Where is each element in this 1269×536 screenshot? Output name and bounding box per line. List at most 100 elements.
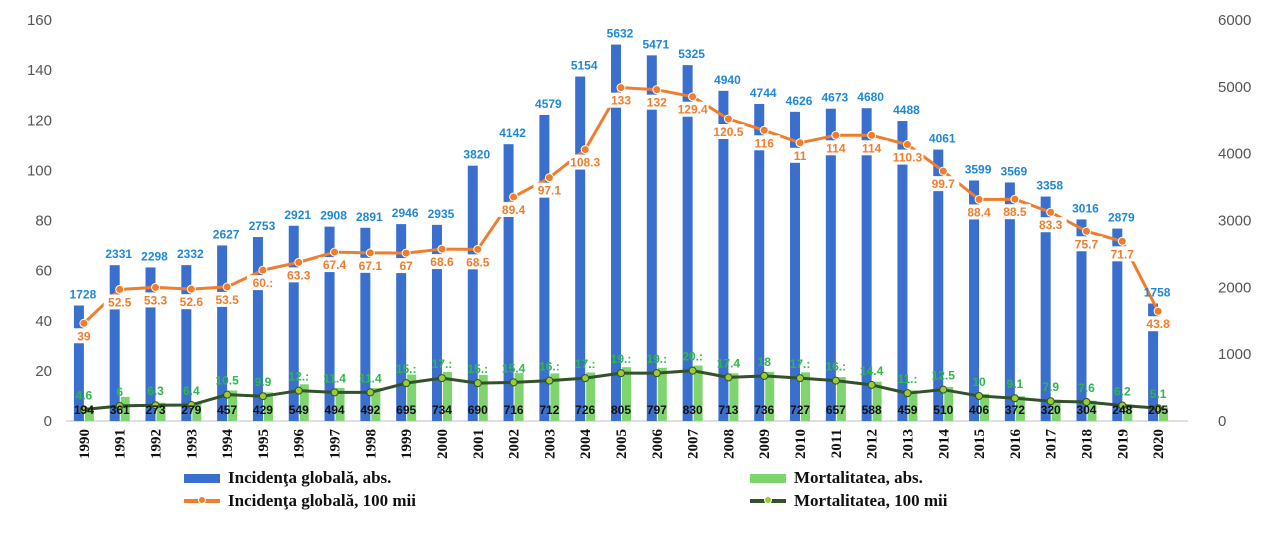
data-label-mortality-abs: 457 (217, 403, 237, 417)
point-incidence-100k (294, 257, 304, 267)
legend-swatch-incidence-abs (184, 473, 220, 483)
data-label-mortality-abs: 494 (325, 403, 345, 417)
point-incidence-100k (616, 83, 626, 93)
data-label-bg-incidence-100k (318, 257, 351, 273)
data-label-mortality-100k: 17.4 (717, 356, 741, 370)
bar-incidence-abs (611, 44, 621, 421)
bar-incidence-abs (825, 108, 836, 421)
data-label-incidence-abs: 2627 (213, 227, 240, 241)
bar-incidence-abs (503, 144, 514, 421)
data-label-bg-incidence-100k (998, 204, 1031, 220)
point-incidence-100k (473, 244, 483, 254)
point-mortality-100k (1046, 397, 1055, 406)
data-label-incidence-100k: 11 (794, 149, 807, 163)
legend-label-incidence-100k: Incidenţa globală, 100 mii (228, 491, 416, 510)
bar-mortality-abs (1159, 407, 1169, 421)
data-label-mortality-100k: 17.: (432, 357, 453, 371)
point-mortality-100k (1118, 401, 1127, 410)
left-axis-tick-label: 160 (27, 12, 52, 29)
point-mortality-100k (1154, 404, 1163, 413)
point-mortality-100k (903, 389, 912, 398)
point-mortality-100k (115, 401, 124, 410)
point-mortality-100k (1082, 397, 1091, 406)
data-label-mortality-100k: 6.2 (1114, 384, 1131, 398)
left-axis-tick-label: 120 (27, 112, 52, 129)
data-label-bg-incidence-100k (67, 328, 100, 344)
data-label-mortality-abs: 549 (289, 403, 309, 417)
left-axis-tick-label: 60 (35, 263, 52, 280)
data-label-bg-incidence-100k (1142, 316, 1175, 332)
point-incidence-100k (688, 92, 698, 102)
data-label-mortality-100k: 11.: (897, 372, 917, 386)
data-label-incidence-abs: 3569 (1001, 164, 1028, 178)
point-mortality-100k (939, 385, 948, 394)
data-label-mortality-abs: 690 (468, 403, 488, 417)
data-label-mortality-abs: 805 (611, 403, 631, 417)
x-axis-tick-label: 2014 (936, 429, 952, 460)
data-label-incidence-abs: 2921 (284, 208, 311, 222)
point-incidence-100k (222, 282, 232, 292)
data-label-mortality-100k: 4.6 (76, 388, 93, 402)
bar-mortality-abs (514, 373, 524, 421)
data-label-incidence-abs: 4061 (929, 132, 956, 146)
data-label-incidence-100k: 83.3 (1039, 218, 1063, 232)
data-label-incidence-100k: 60.: (253, 276, 274, 290)
data-label-incidence-100k: 43.8 (1146, 317, 1170, 331)
data-label-incidence-100k: 120.5 (713, 125, 743, 139)
data-label-mortality-100k: 6 (116, 385, 123, 399)
data-label-mortality-100k: 12.5 (932, 369, 956, 383)
x-axis-tick-label: 2013 (900, 429, 916, 459)
data-label-incidence-abs: 3820 (463, 148, 490, 162)
right-axis-tick-label: 3000 (1218, 213, 1251, 230)
data-label-mortality-abs: 205 (1148, 403, 1168, 417)
bar-incidence-abs (1076, 219, 1087, 421)
legend-item-incidence-100k: Incidenţa globală, 100 mii (184, 491, 416, 511)
data-label-mortality-abs: 726 (575, 403, 595, 417)
data-label-incidence-abs: 4626 (786, 94, 813, 108)
point-incidence-100k (759, 125, 769, 135)
data-label-incidence-abs: 2891 (356, 210, 383, 224)
data-label-bg-incidence-100k (390, 258, 423, 274)
data-label-incidence-abs: 3016 (1072, 201, 1099, 215)
data-label-incidence-100k: 68.5 (466, 255, 490, 269)
data-label-mortality-100k: 17.: (790, 357, 811, 371)
bar-incidence-abs (754, 103, 765, 422)
data-label-incidence-100k: 68.6 (430, 255, 454, 269)
point-mortality-100k (294, 386, 303, 395)
point-incidence-100k (509, 192, 519, 202)
data-label-mortality-100k: 17.: (575, 357, 596, 371)
bar-mortality-abs (84, 408, 94, 421)
data-label-bg-incidence-100k (784, 147, 817, 163)
bar-incidence-abs (73, 305, 84, 421)
point-incidence-100k (79, 318, 89, 328)
point-mortality-100k (402, 379, 411, 388)
data-label-incidence-100k: 89.4 (502, 203, 526, 217)
point-incidence-100k (1046, 207, 1056, 217)
data-label-mortality-100k: 12.: (288, 370, 309, 384)
point-incidence-100k (867, 130, 877, 140)
data-label-mortality-100k: 11.4 (323, 371, 346, 385)
data-label-mortality-abs: 429 (253, 403, 273, 417)
data-label-mortality-100k: 7.6 (1078, 381, 1095, 395)
data-label-bg-incidence-100k (497, 201, 530, 217)
left-axis-tick-label: 40 (35, 313, 52, 330)
data-label-incidence-abs: 2332 (177, 247, 204, 261)
bar-incidence-abs (861, 108, 872, 421)
point-incidence-100k (437, 244, 447, 254)
data-label-mortality-abs: 713 (718, 403, 738, 417)
point-mortality-100k (258, 392, 267, 401)
data-label-mortality-abs: 695 (396, 403, 416, 417)
legend-label-mortality-abs: Mortalitatea, abs. (794, 468, 923, 487)
data-label-incidence-100k: 116 (755, 136, 775, 150)
data-label-incidence-100k: 129.4 (678, 103, 708, 117)
bar-mortality-abs (622, 367, 631, 421)
x-axis-tick-label: 2011 (829, 429, 845, 458)
x-axis-tick-label: 2001 (471, 429, 487, 459)
data-label-incidence-100k: 67.1 (359, 259, 383, 273)
data-label-mortality-abs: 492 (360, 403, 380, 417)
data-label-bg-incidence-100k (1034, 217, 1067, 233)
data-label-bg-incidence-100k (712, 123, 745, 139)
bar-incidence-abs (790, 111, 801, 421)
bar-mortality-abs (228, 390, 238, 421)
data-label-bg-incidence-100k (819, 140, 852, 156)
